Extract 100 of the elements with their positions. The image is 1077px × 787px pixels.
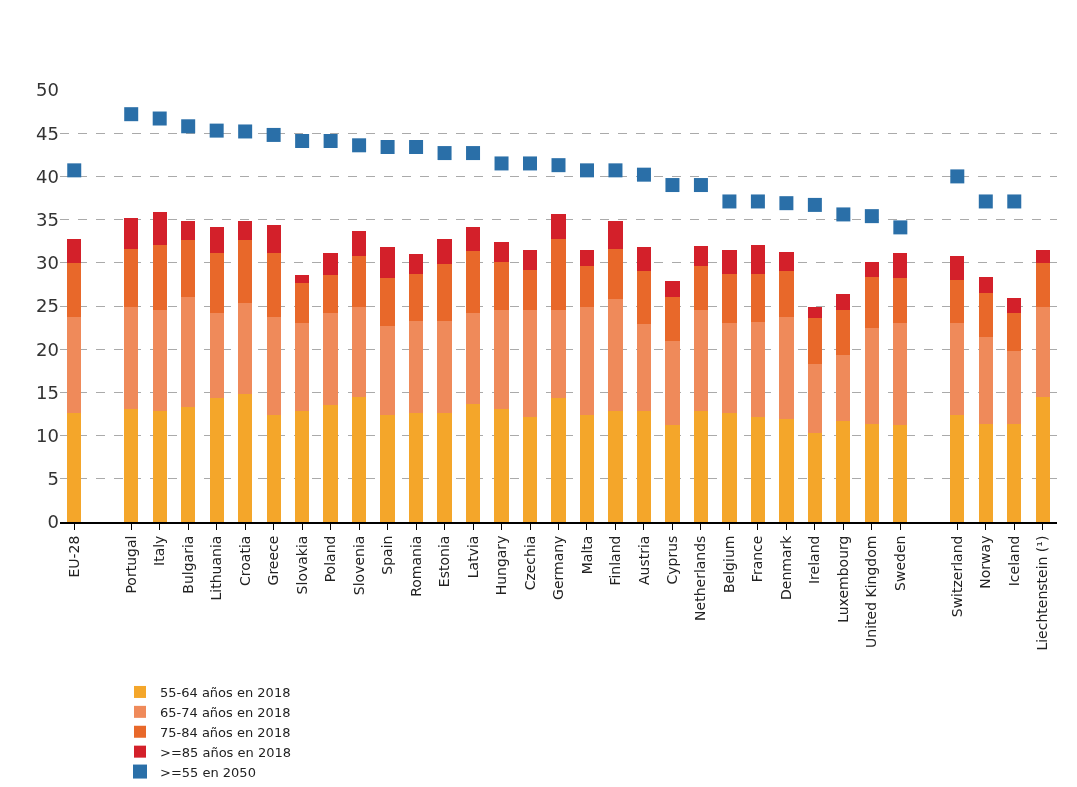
bar [181, 221, 196, 241]
bar [950, 280, 965, 324]
x-tick-label: Romania [407, 535, 424, 597]
bar [1035, 396, 1050, 522]
point [978, 194, 993, 209]
y-tick-label: 25 [36, 295, 59, 317]
bar [380, 278, 395, 326]
point [836, 207, 851, 222]
bar [579, 306, 595, 415]
bar [238, 302, 253, 395]
bar [636, 410, 652, 522]
bar [465, 227, 481, 251]
bar [152, 310, 167, 411]
bar [978, 337, 993, 424]
x-tick-label: Latvia [464, 535, 481, 579]
x-tick-label: Liechtenstein (¹) [1034, 535, 1051, 651]
bar [864, 277, 879, 329]
x-tick-label: Malta [578, 535, 595, 575]
bar [323, 404, 338, 522]
bar [266, 224, 281, 254]
x-tick-label: Ireland [806, 535, 823, 585]
bar [437, 320, 452, 414]
bar [836, 355, 851, 421]
bar [665, 297, 680, 341]
y-tick-label: 0 [47, 511, 59, 533]
bar [551, 398, 566, 522]
bar [266, 253, 281, 318]
y-tick-label: 10 [36, 424, 59, 446]
bar [1007, 350, 1022, 424]
bar [522, 310, 538, 418]
bar [722, 323, 737, 414]
bar [124, 306, 139, 409]
bar [408, 274, 424, 321]
bar [893, 253, 908, 279]
bar [693, 245, 709, 267]
bar [722, 274, 737, 324]
y-tick-label: 20 [36, 338, 59, 360]
bar [380, 414, 395, 522]
point [608, 163, 623, 178]
point [295, 133, 310, 148]
y-tick-label: 15 [36, 381, 59, 403]
point [1007, 194, 1022, 209]
point [665, 178, 680, 193]
legend-label: >=55 en 2050 [160, 764, 256, 780]
point [864, 209, 879, 224]
x-tick-label: Croatia [236, 535, 253, 586]
bar [722, 413, 737, 522]
bar [152, 244, 167, 311]
bar [836, 293, 851, 311]
bar [437, 413, 452, 522]
bar [579, 249, 595, 267]
point [551, 158, 566, 173]
bar [864, 261, 879, 278]
bar [351, 230, 367, 256]
bar [608, 221, 623, 249]
bar [351, 396, 367, 522]
point [466, 146, 481, 161]
bar [836, 310, 851, 356]
point [181, 119, 196, 134]
bar [864, 328, 879, 424]
x-tick-label: Greece [265, 535, 282, 586]
bar [636, 247, 652, 272]
bar [864, 423, 879, 522]
bar [437, 263, 452, 321]
bar [693, 266, 709, 311]
point [807, 197, 822, 212]
bar [522, 417, 538, 522]
point [693, 178, 708, 193]
bar [950, 323, 965, 415]
bar [351, 255, 367, 307]
bar [67, 238, 82, 263]
bar [1007, 423, 1022, 522]
bar [978, 423, 993, 522]
bar [750, 417, 766, 522]
point [437, 146, 452, 161]
bar [181, 240, 196, 298]
legend-label: 55-64 años en 2018 [160, 685, 291, 701]
bar [1035, 306, 1050, 397]
bar [295, 282, 310, 324]
point [722, 194, 737, 209]
bar [67, 262, 82, 318]
legend-label: 75-84 años en 2018 [160, 724, 291, 740]
x-tick-label: Netherlands [692, 535, 709, 621]
bar [750, 274, 766, 323]
x-tick-label: Switzerland [948, 535, 965, 618]
x-tick-label: Iceland [1005, 535, 1022, 587]
y-tick-label: 30 [36, 252, 59, 274]
bar [836, 420, 851, 522]
x-tick-label: Estonia [436, 535, 453, 588]
bar [636, 271, 652, 325]
point [380, 140, 395, 155]
point [893, 220, 908, 235]
x-tick-label: Austria [635, 535, 652, 586]
bar [181, 297, 196, 408]
x-tick-label: Finland [607, 535, 624, 586]
bar [608, 410, 623, 522]
bar [124, 248, 139, 307]
bar [408, 413, 424, 522]
bar [494, 261, 509, 311]
point [323, 133, 338, 148]
